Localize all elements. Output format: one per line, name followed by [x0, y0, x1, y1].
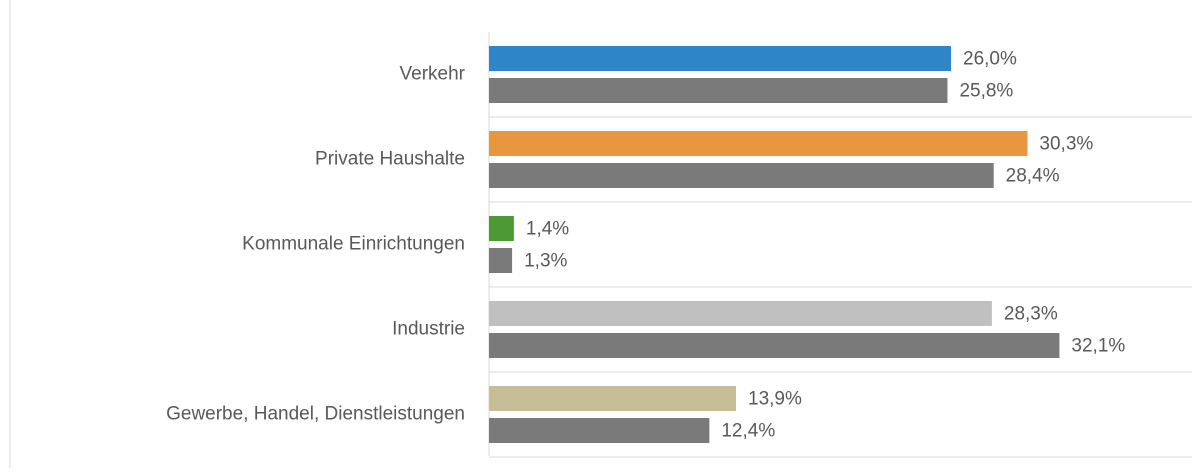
- bar: [489, 46, 952, 71]
- bar: [489, 216, 514, 241]
- value-label: 30,3%: [1039, 134, 1093, 155]
- bar: [489, 333, 1060, 358]
- bar: [489, 131, 1028, 156]
- category-label: Industrie: [392, 319, 465, 340]
- value-label: 32,1%: [1071, 336, 1125, 357]
- value-label: 26,0%: [963, 49, 1017, 70]
- bar: [489, 386, 737, 411]
- value-label: 1,3%: [524, 251, 567, 272]
- bar: [489, 418, 710, 443]
- bar: [489, 248, 513, 273]
- bar: [489, 301, 992, 326]
- value-label: 1,4%: [526, 219, 569, 240]
- bar: [489, 78, 948, 103]
- value-label: 12,4%: [721, 421, 775, 442]
- value-label: 13,9%: [748, 389, 802, 410]
- value-label: 25,8%: [959, 81, 1013, 102]
- category-label: Verkehr: [400, 64, 466, 85]
- bar: [489, 163, 994, 188]
- category-label: Kommunale Einrichtungen: [242, 234, 465, 255]
- category-label: Private Haushalte: [315, 149, 465, 170]
- category-label: Gewerbe, Handel, Dienstleistungen: [166, 404, 465, 425]
- value-label: 28,4%: [1006, 166, 1060, 187]
- value-label: 28,3%: [1004, 304, 1058, 325]
